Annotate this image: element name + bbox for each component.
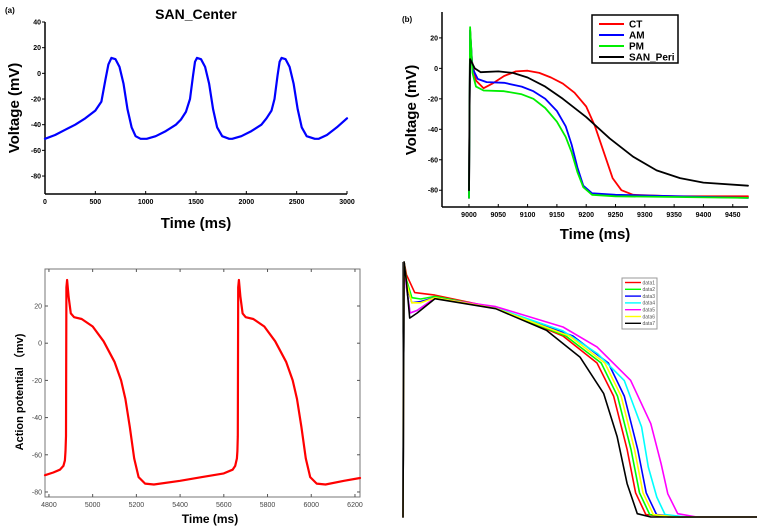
y-tick-label: -60	[428, 157, 438, 164]
y-tick-label: 40	[33, 20, 41, 27]
panel-c-ylabel: Action potential （mv)	[13, 333, 26, 450]
legend-label: data5	[643, 308, 656, 314]
y-tick-label: -20	[428, 96, 438, 103]
legend-label: CT	[629, 20, 642, 31]
x-tick-label: 9400	[696, 212, 712, 219]
x-tick-label: 9350	[666, 212, 682, 219]
y-tick-label: -80	[31, 174, 41, 181]
y-tick-label: -40	[31, 122, 41, 129]
y-tick-label: 20	[430, 35, 438, 42]
panel-b-ylabel: Voltage (mV)	[403, 65, 420, 156]
x-tick-label: 5600	[216, 502, 232, 509]
series-line-data1	[402, 261, 757, 518]
series-line-am	[468, 29, 749, 199]
x-tick-label: 9200	[578, 212, 594, 219]
series-line-data2	[402, 261, 757, 518]
y-tick-label: -60	[31, 148, 41, 155]
legend-label: data1	[643, 280, 656, 286]
legend-label: SAN_Peri	[629, 53, 675, 64]
legend-label: data2	[643, 287, 656, 293]
x-tick-label: 6000	[303, 502, 319, 509]
x-tick-label: 500	[89, 199, 101, 206]
x-tick-label: 9450	[725, 212, 741, 219]
x-tick-label: 9300	[637, 212, 653, 219]
x-tick-label: 4800	[41, 502, 57, 509]
y-tick-label: 0	[434, 66, 438, 73]
panel-b-regions: (b) Time (ms) Voltage (mV) 9000 9050 9100 9…	[402, 12, 749, 243]
panel-c-action-potential: Time (ms) Action potential （mv) 4800 5000…	[13, 268, 363, 526]
series-line-san-peri	[468, 58, 749, 192]
x-tick-label: 9000	[461, 212, 477, 219]
series-line-pm	[468, 26, 749, 199]
x-tick-label: 3000	[339, 199, 355, 206]
y-tick-label: -20	[31, 97, 41, 104]
y-tick-label: 0	[38, 341, 42, 348]
legend-label: data6	[643, 314, 656, 320]
panel-a-title: SAN_Center	[155, 6, 237, 22]
legend-label: data3	[643, 294, 656, 300]
y-tick-label: -40	[428, 127, 438, 134]
legend-label: data7	[643, 321, 656, 327]
x-tick-label: 5400	[172, 502, 188, 509]
series-line-data7	[402, 261, 757, 518]
y-tick-label: -20	[32, 378, 42, 385]
x-tick-label: 9050	[490, 212, 506, 219]
x-tick-label: 9100	[520, 212, 536, 219]
x-tick-label: 0	[43, 199, 47, 206]
x-tick-label: 6200	[347, 502, 363, 509]
panel-b-label: (b)	[402, 15, 413, 24]
x-tick-label: 2500	[289, 199, 305, 206]
legend-label: AM	[629, 31, 645, 42]
legend-label: data4	[643, 301, 656, 307]
panel-c-xlabel: Time (ms)	[182, 512, 238, 526]
panel-a-ylabel: Voltage (mV)	[6, 63, 23, 154]
panel-a-san-center: (a) SAN_Center Time (ms) Voltage (mV) 0 5…	[5, 6, 355, 232]
x-tick-label: 2000	[239, 199, 255, 206]
x-tick-label: 5000	[85, 502, 101, 509]
x-tick-label: 1500	[188, 199, 204, 206]
legend-label: PM	[629, 42, 644, 53]
panel-a-label: (a)	[5, 6, 15, 15]
y-tick-label: 20	[34, 304, 42, 311]
x-tick-label: 5800	[260, 502, 276, 509]
panel-a-xlabel: Time (ms)	[161, 215, 232, 232]
y-tick-label: -40	[32, 415, 42, 422]
series-line-data6	[402, 261, 757, 518]
series-line-ct	[468, 29, 749, 199]
x-tick-label: 9250	[608, 212, 624, 219]
series-line-1	[43, 56, 349, 140]
x-tick-label: 5200	[129, 502, 145, 509]
y-tick-label: 0	[37, 71, 41, 78]
x-tick-label: 9150	[549, 212, 565, 219]
x-tick-label: 1000	[138, 199, 154, 206]
y-tick-label: -80	[428, 188, 438, 195]
panel-b-xlabel: Time (ms)	[560, 226, 631, 243]
y-tick-label: -60	[32, 452, 42, 459]
y-tick-label: 20	[33, 45, 41, 52]
y-tick-label: -80	[32, 489, 42, 496]
series-line-1	[43, 278, 362, 486]
plot-frame	[44, 268, 361, 498]
